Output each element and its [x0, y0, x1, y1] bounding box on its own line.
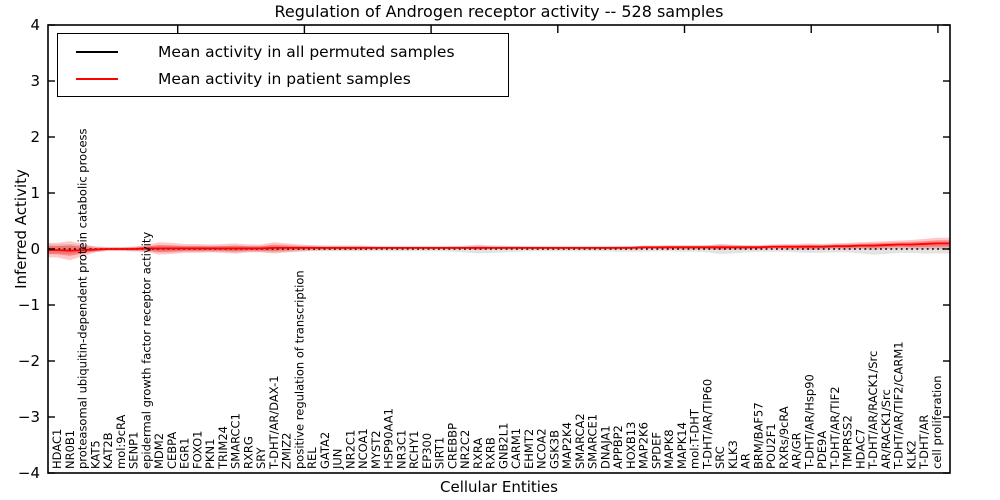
category-label: HSP90AA1 [382, 408, 396, 469]
category-label: EP300 [420, 433, 434, 469]
legend-entry-permuted: Mean activity in all permuted samples [76, 39, 508, 65]
category-label: FOXO1 [190, 431, 204, 469]
category-label: BRM/BAF57 [751, 402, 765, 469]
patient-line-swatch [76, 77, 118, 80]
category-label: NR3C1 [394, 430, 408, 469]
category-label: PDE9A [815, 431, 829, 469]
category-label: SPDEF [649, 432, 663, 469]
category-label: ZMIZ2 [280, 433, 294, 469]
patient-std-band-outer [48, 237, 950, 261]
category-label: MAPK8 [662, 429, 676, 469]
category-label: POU2F1 [764, 423, 778, 469]
category-label: cell proliferation [930, 375, 944, 469]
category-label: TMPRSS2 [841, 415, 855, 470]
category-label: AR/GR [790, 432, 804, 469]
legend: Mean activity in all permuted samples Me… [57, 33, 509, 97]
category-label: epidermal growth factor receptor activit… [139, 232, 153, 469]
category-label: RXRA [471, 438, 485, 469]
category-label: MDM2 [152, 433, 166, 469]
y-tick-label: 2 [30, 128, 40, 146]
category-label: SMARCA2 [573, 413, 587, 469]
legend-label-permuted: Mean activity in all permuted samples [158, 42, 455, 61]
category-label: MAP2K6 [637, 422, 651, 469]
category-label: T-DHT/AR [917, 415, 931, 470]
category-label: mol:9cRA [114, 415, 128, 469]
y-tick-label: −3 [18, 408, 40, 426]
category-label: SENP1 [127, 432, 141, 469]
category-label: SIRT1 [433, 437, 447, 469]
category-label: T-DHT/AR/RACK1/Src [866, 351, 880, 470]
patient-mean-line [48, 242, 950, 252]
category-label: NCOA2 [535, 428, 549, 469]
permuted-std-band [48, 243, 950, 255]
category-label: T-DHT/AR/DAX-1 [267, 375, 281, 470]
category-label: positive regulation of transcription [292, 270, 306, 469]
category-label: MAPK14 [675, 422, 689, 469]
category-label: SMARCC1 [229, 413, 243, 469]
category-label: RXRs/9cRA [777, 406, 791, 469]
category-label: AR [739, 453, 753, 469]
category-label: MYST2 [369, 430, 383, 469]
category-label: GSK3B [547, 430, 561, 469]
category-label: mol:T-DHT [688, 408, 702, 469]
category-label: T-DHT/AR/TIF2 [828, 386, 842, 470]
y-tick-label: −4 [18, 464, 40, 482]
category-label: DNAJA1 [598, 425, 612, 469]
category-label: CARM1 [509, 428, 523, 469]
category-label: NR2C2 [458, 430, 472, 469]
category-label: NR2C1 [343, 430, 357, 469]
category-label: T-DHT/AR/Hsp90 [803, 374, 817, 470]
category-label: RCHY1 [407, 431, 421, 469]
category-label: AR/RACK1/Src [879, 389, 893, 469]
y-tick-label: 0 [30, 240, 40, 258]
y-tick-label: 3 [30, 72, 40, 90]
category-label: PKN1 [203, 439, 217, 469]
x-axis-label: Cellular Entities [440, 478, 558, 496]
category-label: APPBP2 [611, 425, 625, 469]
category-label: NR0B1 [63, 430, 77, 469]
category-label: KAT2B [101, 432, 115, 469]
y-tick-label: −2 [18, 352, 40, 370]
category-label: SRY [254, 446, 268, 469]
permuted-line-swatch [76, 50, 118, 53]
category-label: GATA2 [318, 432, 332, 469]
category-label: JUN [331, 449, 345, 470]
category-label: proteasomal ubiquitin-dependent protein … [76, 128, 90, 469]
legend-entry-patient: Mean activity in patient samples [76, 66, 508, 92]
y-tick-label: 1 [30, 184, 40, 202]
category-label: HOXB13 [624, 422, 638, 469]
category-label: KLK3 [726, 440, 740, 469]
category-label: KAT5 [88, 440, 102, 469]
category-label: T-DHT/AR/TIF2/CARM1 [892, 341, 906, 470]
category-label: CEBPA [165, 432, 179, 469]
y-tick-label: −1 [18, 296, 40, 314]
category-label: REL [305, 447, 319, 469]
category-label: SMARCE1 [586, 414, 600, 469]
category-label: HDAC1 [50, 429, 64, 469]
category-label: T-DHT/AR/TIP60 [700, 379, 714, 470]
category-label: MAP2K4 [560, 422, 574, 469]
chart-title: Regulation of Androgen receptor activity… [274, 2, 724, 21]
category-label: CREBBP [445, 423, 459, 469]
category-label: EHMT2 [522, 429, 536, 469]
category-label: KLK2 [905, 440, 919, 469]
legend-label-patient: Mean activity in patient samples [158, 69, 411, 88]
category-label: RXRG [241, 436, 255, 469]
category-label: RXRB [484, 437, 498, 469]
category-label: HDAC7 [854, 429, 868, 469]
category-label: EGR1 [178, 438, 192, 470]
category-label: SRC [713, 446, 727, 469]
category-label: GNB2L1 [496, 423, 510, 469]
category-label: NCOA1 [356, 428, 370, 469]
y-tick-label: 4 [30, 16, 40, 34]
category-label: TRIM24 [216, 426, 230, 470]
